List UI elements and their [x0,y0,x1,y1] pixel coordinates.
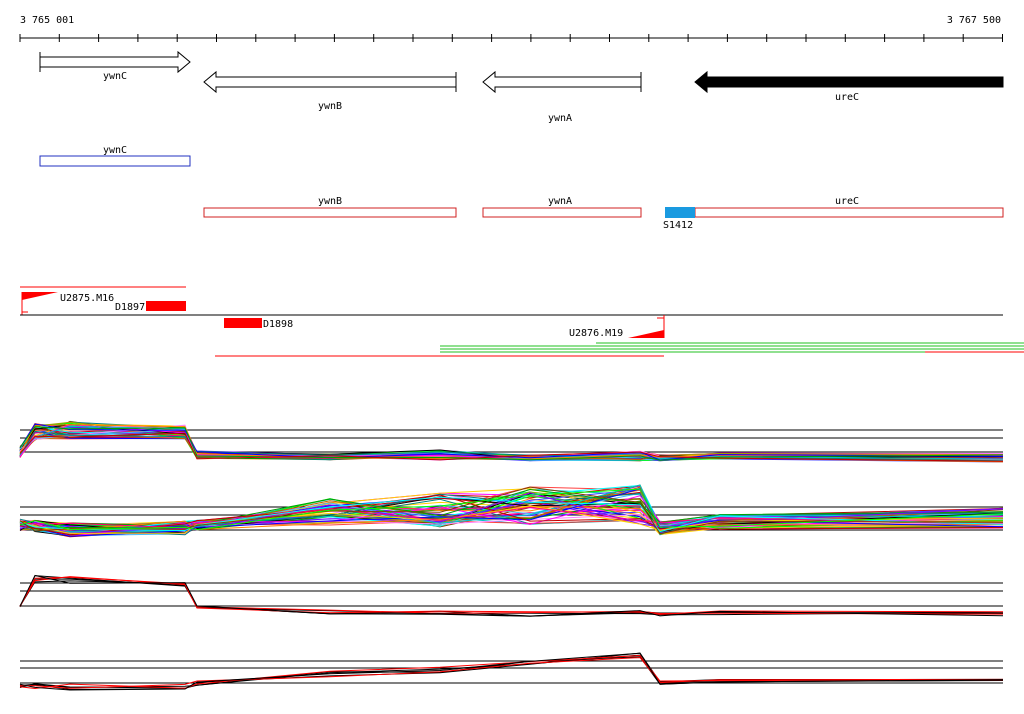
expression-profile-line [19,654,1004,690]
ruler: 3 765 001 3 767 500 [19,15,1003,42]
cds-ywnC-box[interactable] [39,155,191,167]
gene-ywnB-label: ywnB [318,101,342,112]
gene-arrows: ywnC ywnB ywnA ureC [39,50,1004,124]
cds-ywnB-box[interactable] [203,207,457,218]
feature-S1412-box[interactable] [665,207,695,218]
expression-profile-line [19,652,1004,690]
expression-profile-line [19,574,1004,617]
gene-ywnC-label: ywnC [103,71,127,82]
cds-ureC-box[interactable] [694,207,1004,218]
cds-ywnA-box[interactable] [482,207,642,218]
gene-ureC-label: ureC [835,92,859,103]
expression-profile-line [19,488,1004,531]
cds-track: ywnC ywnB ywnA ureC S1412 [39,145,1004,231]
expression-profile-line [19,432,1004,462]
cds-ywnB-label: ywnB [318,196,342,207]
expression-profile-line [19,496,1004,534]
expression-panel-3 [19,574,1004,617]
gene-ywnC[interactable]: ywnC [39,50,191,82]
expression-profile-line [19,578,1004,617]
expression-profile-line [19,657,1004,689]
feature-D1898-label: D1898 [263,319,293,330]
gene-ywnA-label: ywnA [548,113,572,124]
expression-profile-line [19,492,1004,534]
ruler-ticks [19,34,1003,42]
feature-track: U2875.M16 D1897 D1898 U2876.M19 [20,286,1024,357]
feature-U2876-triangle[interactable] [628,330,664,338]
cds-ywnC-label: ywnC [103,145,127,156]
feature-U2875-triangle[interactable] [22,292,58,300]
expression-profile-line [19,486,1004,535]
feature-U2876-label: U2876.M19 [569,328,623,339]
gene-ywnB[interactable]: ywnB [203,70,457,112]
feature-D1898-box[interactable] [224,318,262,328]
expression-panel-2 [19,484,1004,538]
gene-ywnB-arrow[interactable] [203,70,457,94]
feature-D1897-label: D1897 [115,302,145,313]
expression-profile-line [19,580,1004,616]
feature-U2875-label: U2875.M16 [60,293,114,304]
expression-profile-line [19,576,1004,615]
feature-S1412-label: S1412 [663,220,693,231]
gene-ywnC-arrow[interactable] [39,50,191,74]
expression-profile-line [19,506,1004,529]
expression-panel-1 [19,420,1004,463]
ruler-start-label: 3 765 001 [20,15,74,26]
gene-ywnA-arrow[interactable] [482,70,642,94]
cds-ureC-label: ureC [835,196,859,207]
feature-D1897-box[interactable] [146,301,186,311]
expression-profile-line [19,652,1004,691]
expression-profile-line [19,505,1004,531]
cds-ywnA-label: ywnA [548,196,572,207]
gene-ywnA[interactable]: ywnA [482,70,642,124]
expression-profile-line [19,575,1004,617]
gene-ureC[interactable]: ureC [694,70,1004,103]
gene-ureC-arrow[interactable] [694,70,1004,94]
ruler-end-label: 3 767 500 [947,15,1001,26]
expression-panel-4 [19,652,1004,691]
